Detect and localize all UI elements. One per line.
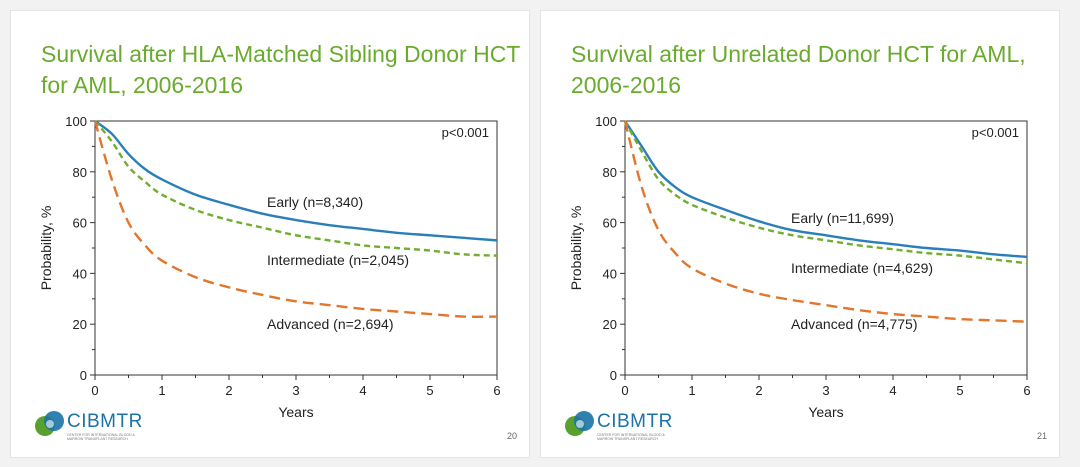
- p-value-annotation: p<0.001: [972, 125, 1019, 140]
- x-tick-label: 1: [688, 383, 695, 398]
- plot-frame: [624, 120, 1028, 376]
- slide-title: Survival after Unrelated Donor HCT for A…: [571, 41, 1026, 98]
- series-label-early: Early (n=11,699): [791, 210, 894, 226]
- y-tick-label: 20: [603, 317, 617, 332]
- slide-sibling-donor: Survival after HLA-Matched Sibling Donor…: [10, 10, 530, 458]
- y-tick-label: 80: [603, 165, 617, 180]
- slide-unrelated-donor: Survival after Unrelated Donor HCT for A…: [540, 10, 1060, 458]
- x-tick-label: 0: [91, 383, 98, 398]
- x-tick-label: 3: [292, 383, 299, 398]
- x-axis-label: Years: [808, 404, 843, 420]
- series-label-advanced: Advanced (n=4,775): [791, 316, 917, 332]
- page-number: 20: [506, 431, 517, 441]
- x-tick-label: 6: [1023, 383, 1030, 398]
- series-label-early: Early (n=8,340): [267, 194, 363, 210]
- series-label-advanced: Advanced (n=2,694): [267, 316, 393, 332]
- y-tick-label: 20: [73, 317, 87, 332]
- series-label-intermediate: Intermediate (n=4,629): [791, 260, 933, 276]
- logo-name: CIBMTR: [597, 411, 673, 432]
- slide-title: Survival after HLA-Matched Sibling Donor…: [41, 41, 520, 98]
- survival-chart-sibling: 0 20 40 60 80 100 0 1 2 3 4 5 6 Years Probability, % p<…: [38, 114, 501, 420]
- y-tick-label: 60: [73, 216, 87, 231]
- survival-chart-unrelated: 0 20 40 60 80 100 0 1 2 3 4 5 6 Years Probability, % p<…: [568, 114, 1031, 420]
- logo-subtitle: CENTER FOR INTERNATIONAL BLOOD & MARROW …: [597, 433, 665, 441]
- logo-name: CIBMTR: [67, 411, 143, 432]
- y-tick-label: 100: [65, 114, 87, 129]
- y-tick-label: 60: [603, 216, 617, 231]
- y-axis-label: Probability, %: [568, 206, 584, 291]
- y-tick-label: 100: [595, 114, 617, 129]
- page-number: 21: [1036, 431, 1047, 441]
- y-tick-label: 40: [73, 266, 87, 281]
- plot-frame: [94, 120, 498, 376]
- x-tick-label: 4: [359, 383, 366, 398]
- series-line-advanced: [93, 120, 498, 318]
- cibmtr-logo-icon: [35, 411, 64, 436]
- x-tick-label: 0: [621, 383, 628, 398]
- x-tick-label: 3: [822, 383, 829, 398]
- cibmtr-logo-icon: [565, 411, 594, 436]
- series-line-early: [623, 120, 1028, 259]
- y-tick-label: 80: [73, 165, 87, 180]
- x-tick-label: 1: [158, 383, 165, 398]
- x-tick-label: 2: [225, 383, 232, 398]
- x-axis-label: Years: [278, 404, 313, 420]
- cibmtr-logo: CIBMTR CENTER FOR INTERNATIONAL BLOOD & …: [563, 407, 683, 447]
- x-tick-label: 2: [755, 383, 762, 398]
- series-line-intermediate: [94, 120, 498, 257]
- y-tick-label: 40: [603, 266, 617, 281]
- logo-subtitle: CENTER FOR INTERNATIONAL BLOOD & MARROW …: [67, 433, 135, 441]
- y-tick-label: 0: [610, 368, 617, 383]
- y-axis-label: Probability, %: [38, 206, 54, 291]
- x-tick-label: 4: [889, 383, 896, 398]
- series-line-advanced: [623, 120, 1028, 323]
- cibmtr-logo: CIBMTR CENTER FOR INTERNATIONAL BLOOD & …: [33, 407, 153, 447]
- x-tick-label: 5: [956, 383, 963, 398]
- series-line-early: [94, 120, 498, 242]
- p-value-annotation: p<0.001: [442, 125, 489, 140]
- series-label-intermediate: Intermediate (n=2,045): [267, 252, 409, 268]
- y-tick-label: 0: [80, 368, 87, 383]
- series-line-intermediate: [623, 120, 1028, 265]
- x-tick-label: 6: [493, 383, 500, 398]
- x-tick-label: 5: [426, 383, 433, 398]
